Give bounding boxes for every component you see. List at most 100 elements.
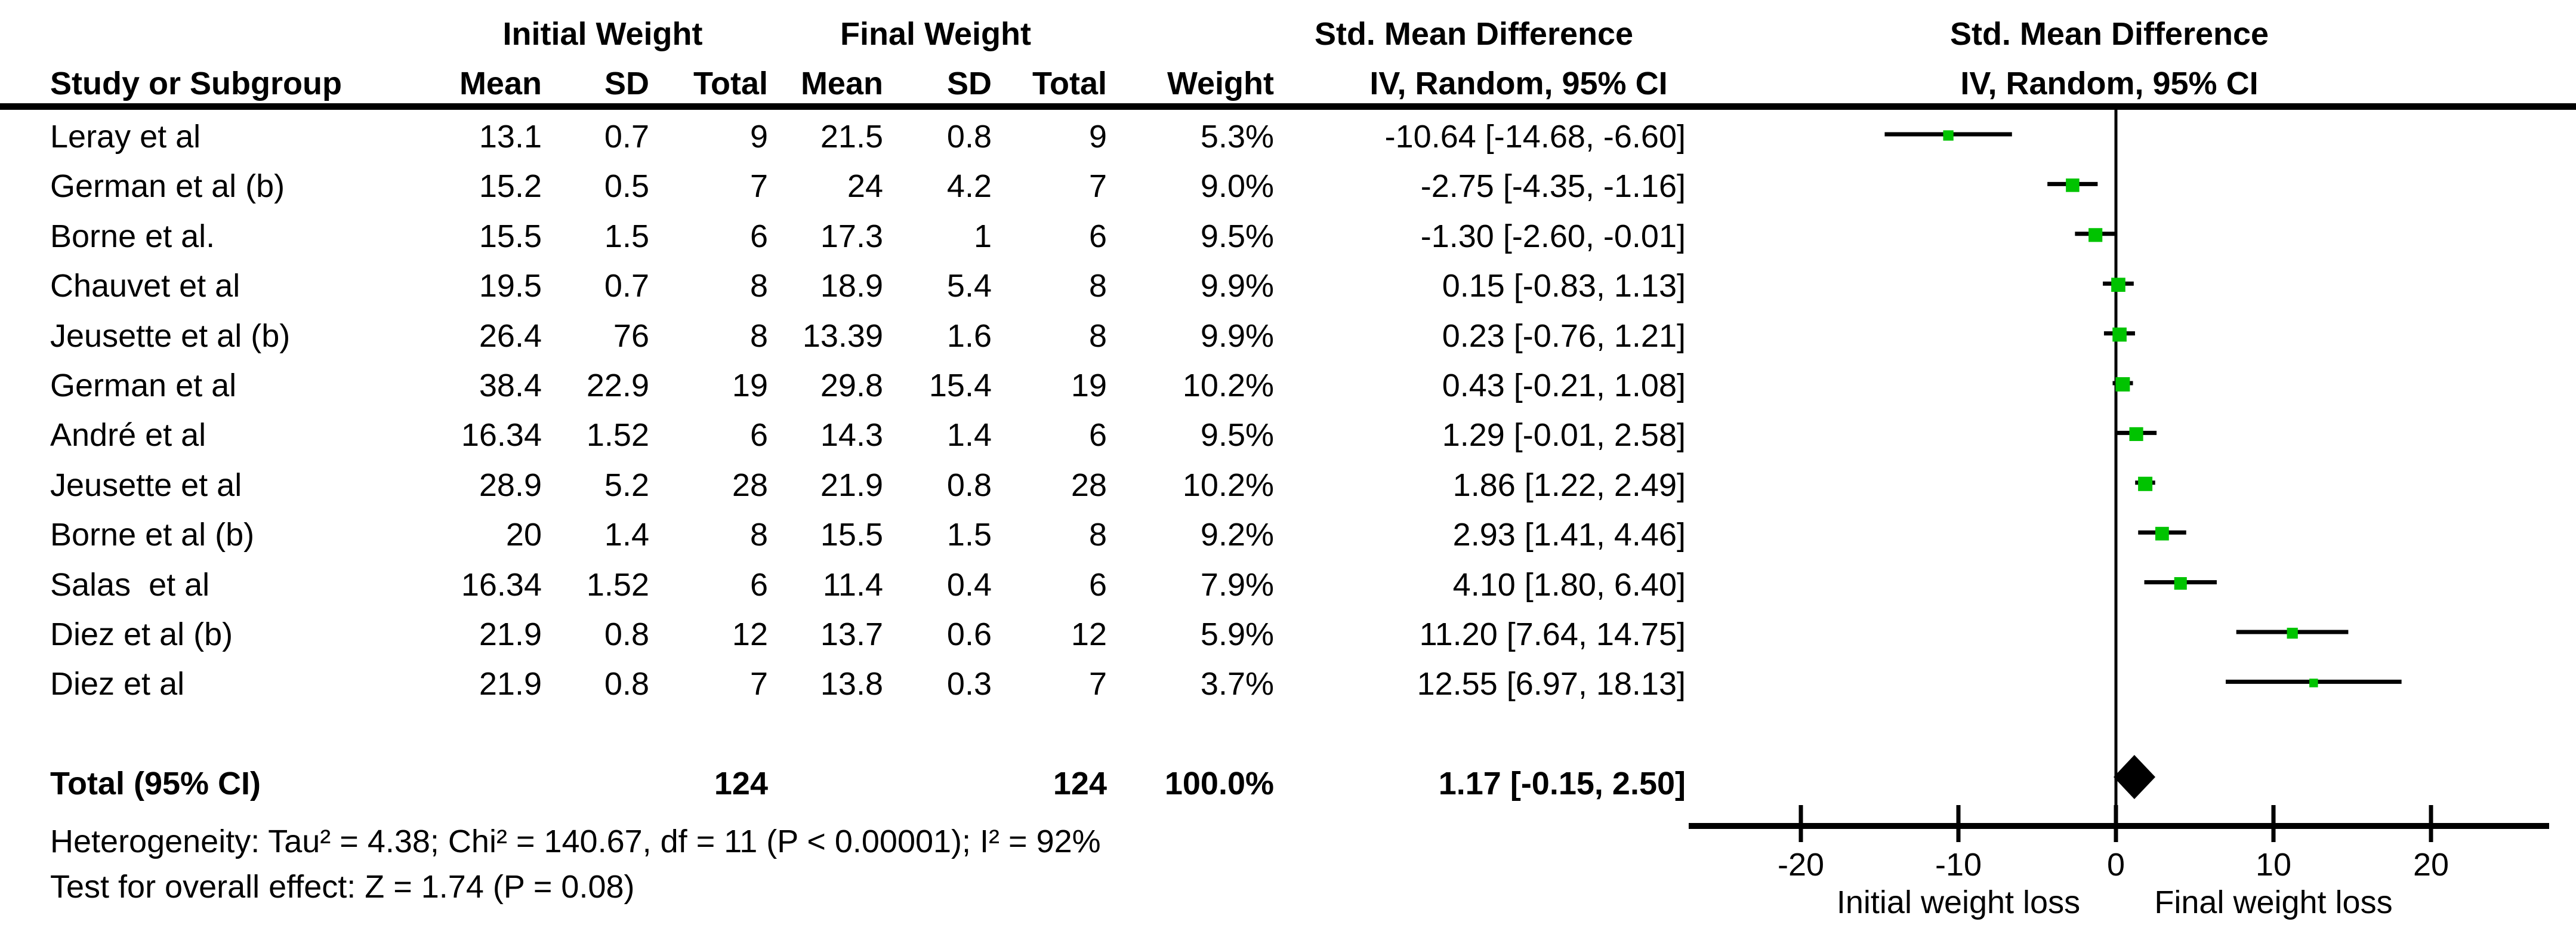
final-sd-value: 0.3 [946,666,992,702]
col-header-mean-final: Mean [800,66,883,101]
smd-ci-text: -1.30 [-2.60, -0.01] [1420,218,1686,254]
effect-square [2088,228,2103,242]
final-total-value: 12 [1070,616,1107,652]
initial-mean-value: 21.9 [479,616,542,652]
col-header-sd-initial: SD [604,66,649,101]
final-mean-value: 14.3 [820,417,883,453]
initial-mean-value: 21.9 [479,666,542,702]
smd-ci-text: 0.43 [-0.21, 1.08] [1442,368,1686,403]
weight-value: 9.2% [1200,517,1274,553]
weight-value: 10.2% [1182,368,1274,403]
smd-ci-text: 0.23 [-0.76, 1.21] [1442,318,1686,354]
weight-value: 9.9% [1200,268,1274,304]
final-mean-value: 21.5 [820,119,883,155]
final-sd-value: 0.6 [946,616,992,652]
weight-value: 3.7% [1200,666,1274,702]
final-mean-value: 18.9 [820,268,883,304]
study-name: Borne et al (b) [50,517,255,553]
final-mean-value: 11.4 [822,567,883,603]
col-header-sd-final: SD [946,66,992,101]
smd-ci-text: 2.93 [1.41, 4.46] [1452,517,1686,553]
initial-sd-value: 0.5 [604,168,649,204]
group-header-smd-table: Std. Mean Difference [1314,16,1634,52]
final-total-value: 28 [1070,467,1107,503]
heterogeneity-text: Heterogeneity: Tau² = 4.38; Chi² = 140.6… [50,824,1101,859]
study-name: German et al [50,368,237,403]
effect-square [2111,278,2125,292]
smd-ci-text: 12.55 [6.97, 18.13] [1417,666,1686,702]
tick-label: -20 [1778,847,1824,883]
initial-total-value: 6 [749,417,768,453]
smd-ci-text: -2.75 [-4.35, -1.16] [1420,168,1686,204]
effect-square [2174,577,2187,590]
final-total-value: 6 [1088,567,1107,603]
study-name: Salas et al [50,567,210,603]
initial-sd-value: 0.7 [604,268,649,304]
final-total-value: 8 [1088,318,1107,354]
initial-sd-value: 1.4 [604,517,649,553]
final-sd-value: 1.5 [946,517,992,553]
total-initial-n: 124 [714,766,768,801]
col-header-iv-table: IV, Random, 95% CI [1369,66,1668,101]
final-mean-value: 24 [847,168,883,204]
smd-ci-text: 11.20 [7.64, 14.75] [1419,616,1686,652]
initial-sd-value: 1.52 [586,417,649,453]
study-name: André et al [50,417,206,453]
effect-square [2066,178,2080,192]
final-mean-value: 29.8 [820,368,883,403]
col-header-total-initial: Total [693,66,768,101]
study-name: Jeusette et al [50,467,242,503]
study-name: Diez et al (b) [50,616,233,652]
initial-total-value: 6 [749,218,768,254]
final-sd-value: 0.8 [946,467,992,503]
final-sd-value: 1.4 [946,417,992,453]
total-smd-ci: 1.17 [-0.15, 2.50] [1438,766,1686,801]
initial-mean-value: 15.5 [479,218,542,254]
initial-mean-value: 26.4 [479,318,542,354]
initial-mean-value: 16.34 [461,417,542,453]
study-name: Leray et al [50,119,201,155]
study-name: Diez et al [50,666,185,702]
final-total-value: 7 [1088,168,1107,204]
initial-total-value: 7 [749,666,768,702]
col-header-total-final: Total [1032,66,1107,101]
group-header-final-weight: Final Weight [840,16,1031,52]
weight-value: 7.9% [1200,567,1274,603]
tick-label: 20 [2413,847,2449,883]
initial-mean-value: 19.5 [479,268,542,304]
initial-sd-value: 0.7 [604,119,649,155]
smd-ci-text: 1.86 [1.22, 2.49] [1452,467,1686,503]
initial-mean-value: 15.2 [479,168,542,204]
weight-value: 5.9% [1200,616,1274,652]
final-sd-value: 1.6 [946,318,992,354]
final-total-value: 8 [1088,268,1107,304]
initial-total-value: 8 [749,268,768,304]
effect-square [2155,526,2169,541]
smd-ci-text: 0.15 [-0.83, 1.13] [1442,268,1686,304]
header-rule [0,103,2576,110]
axis-caption-right: Final weight loss [2154,884,2392,920]
initial-sd-value: 5.2 [604,467,649,503]
initial-total-value: 8 [749,318,768,354]
weight-value: 5.3% [1200,119,1274,155]
col-header-weight: Weight [1167,66,1274,101]
smd-ci-text: 4.10 [1.80, 6.40] [1452,567,1686,603]
study-name: Chauvet et al [50,268,240,304]
tick-label: -10 [1935,847,1982,883]
initial-mean-value: 20 [505,517,542,553]
final-sd-value: 5.4 [946,268,992,304]
initial-total-value: 19 [732,368,768,403]
final-total-value: 19 [1070,368,1107,403]
initial-sd-value: 1.5 [604,218,649,254]
initial-sd-value: 0.8 [604,666,649,702]
plot-header-iv: IV, Random, 95% CI [1960,66,2259,101]
initial-mean-value: 16.34 [461,567,542,603]
effect-square [2129,427,2143,441]
study-name: German et al (b) [50,168,285,204]
initial-sd-value: 0.8 [604,616,649,652]
initial-mean-value: 28.9 [479,467,542,503]
initial-total-value: 9 [749,119,768,155]
final-mean-value: 13.39 [802,318,883,354]
